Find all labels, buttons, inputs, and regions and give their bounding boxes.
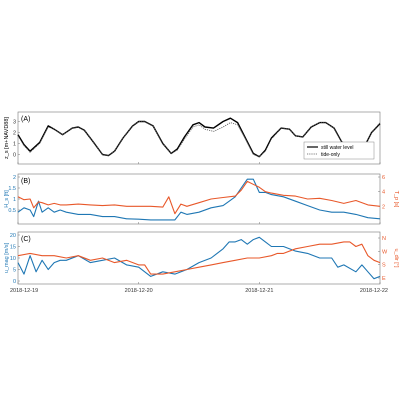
legend-label-still-water: still water level <box>321 145 354 151</box>
panel-b-ylabel-right: T_p [s] <box>393 191 399 208</box>
panel-c-ylabel: u_mag [m/s] <box>4 242 10 273</box>
ytick-label-left: 1 <box>13 142 16 148</box>
ytick-label-right: E <box>382 276 386 282</box>
ytick-label-left: 0 <box>13 279 16 285</box>
xtick-label: 2018-12-22 <box>360 288 388 294</box>
panel-a-yticks: 0 1 2 3 <box>13 120 381 164</box>
panel-a-legend-box <box>303 141 375 160</box>
ytick-label-left: 5 <box>13 268 16 274</box>
panel-a-label: (A) <box>21 116 30 123</box>
panel-c-yticks: 0 5 10 15 20 N W S E <box>10 233 388 285</box>
ytick-label-left: 1 <box>13 197 16 203</box>
ytick-label-left: 0 <box>13 153 16 159</box>
panel-a: (A) z_s [m+NAVD88] 0 1 2 3 still water leve… <box>4 111 381 165</box>
xtick-label: 2018-12-19 <box>10 288 38 294</box>
panel-c-label: (C) <box>21 236 31 243</box>
xtick-label: 2018-12-20 <box>125 288 153 294</box>
panel-a-frame <box>17 111 381 165</box>
xtick-label: 2018-12-21 <box>245 288 273 294</box>
ytick-label-left: 0.5 <box>8 208 16 214</box>
ytick-label-right: 4 <box>382 190 385 196</box>
ytick-label-left: 3 <box>13 120 16 126</box>
ytick-label-right: S <box>382 263 386 269</box>
series-line-u-mag <box>17 236 381 280</box>
ytick-label-right: 6 <box>382 175 385 181</box>
panel-b-label: (B) <box>21 178 30 185</box>
ytick-label-left: 20 <box>10 233 16 239</box>
panel-c-lines <box>17 236 381 280</box>
panel-a-ylabel: z_s [m+NAVD88] <box>4 117 10 159</box>
ytick-label-left: 15 <box>10 245 16 251</box>
series-line-t-p <box>17 180 381 215</box>
ytick-label-left: 10 <box>10 256 16 262</box>
ytick-label-left: 2 <box>13 175 16 181</box>
series-line-u-dir <box>17 241 381 275</box>
ytick-label-left: 1.5 <box>8 186 16 192</box>
ytick-label-right: W <box>382 249 388 255</box>
panel-a-lines <box>17 117 381 158</box>
ytick-label-right: 2 <box>382 204 385 210</box>
panel-b-lines <box>17 178 381 221</box>
panel-c-xticks: 2018-12-19 2018-12-20 2018-12-21 2018-12-22 <box>10 288 388 294</box>
panel-b-ylabel: H_s [ft] <box>4 190 10 208</box>
ytick-label-left: 2 <box>13 131 16 137</box>
ytick-label-right: N <box>382 236 386 242</box>
panel-a-legend: still water level tide-only <box>303 141 375 160</box>
legend-label-tide-only: tide-only <box>321 152 340 158</box>
series-line-h-s <box>17 178 381 221</box>
panel-b: (B) H_s [ft] T_p [s] 0.5 1 1.5 2 2 4 6 <box>4 173 399 225</box>
panel-c: (C) u_mag [m/s] u_dir [°] 0 5 10 15 20 N W S E 2… <box>4 231 399 294</box>
series-line-tide-only <box>17 121 381 158</box>
panel-c-ylabel-right: u_dir [°] <box>393 248 399 267</box>
